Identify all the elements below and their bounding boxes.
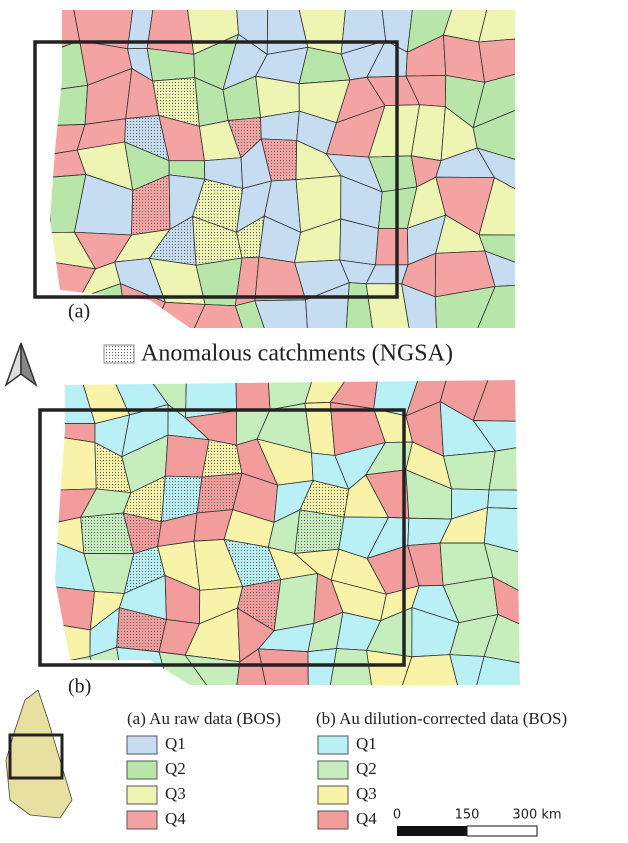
catchment <box>52 587 95 630</box>
map-a <box>50 8 520 330</box>
legend-title: (a) Au raw data (BOS) <box>127 709 281 728</box>
catchment <box>52 436 96 490</box>
catchment <box>330 648 372 688</box>
catchment <box>256 76 300 117</box>
legend-swatch <box>318 811 348 829</box>
scale-label: 150 <box>455 808 480 823</box>
figure: (a) (b) Anomalous catchments (NGSA) (a) … <box>0 0 628 843</box>
anomalous-catchment <box>295 510 344 554</box>
legend-label: Q1 <box>356 734 377 753</box>
panel-label: (b) <box>68 676 91 698</box>
catchment <box>50 85 88 125</box>
catchment <box>147 48 195 81</box>
legend-swatch <box>318 761 348 779</box>
legend-swatch <box>127 736 157 754</box>
scale-label: 300 km <box>512 808 561 823</box>
legend-swatch <box>318 736 348 754</box>
legend-swatch <box>127 761 157 779</box>
legend-swatch <box>318 786 348 804</box>
inset-map <box>6 690 72 818</box>
catchment <box>258 649 308 688</box>
legend-swatch <box>127 811 157 829</box>
legend-title: (b) Au dilution-corrected data (BOS) <box>316 709 567 728</box>
scale-bar <box>397 826 537 836</box>
map-b <box>52 378 522 688</box>
scale-label: 0 <box>393 808 401 823</box>
legend-label: Q4 <box>356 809 377 828</box>
anomaly-swatch <box>104 345 134 363</box>
north-arrow <box>6 343 36 385</box>
catchment <box>236 378 270 411</box>
legend-label: Q2 <box>165 759 186 778</box>
catchment <box>488 490 522 509</box>
legend: Q1 Q2 Q3 Q4 Q1 Q2 Q3 Q4 <box>127 734 377 829</box>
legend-swatch <box>127 786 157 804</box>
catchment <box>443 451 495 490</box>
anomaly-legend: Anomalous catchments (NGSA) <box>141 341 453 367</box>
legend-label: Q3 <box>356 784 377 803</box>
panel-label: (a) <box>68 301 90 323</box>
catchment <box>147 8 194 54</box>
catchment <box>165 435 209 477</box>
legend-label: Q3 <box>165 784 186 803</box>
legend-label: Q1 <box>165 734 186 753</box>
legend-label: Q2 <box>356 759 377 778</box>
legend-label: Q4 <box>165 809 186 828</box>
catchment <box>274 574 317 631</box>
catchment <box>376 228 409 265</box>
